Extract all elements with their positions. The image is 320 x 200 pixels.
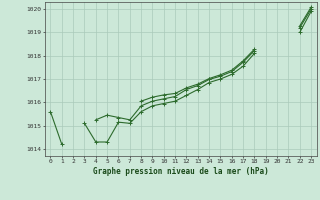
X-axis label: Graphe pression niveau de la mer (hPa): Graphe pression niveau de la mer (hPa): [93, 167, 269, 176]
